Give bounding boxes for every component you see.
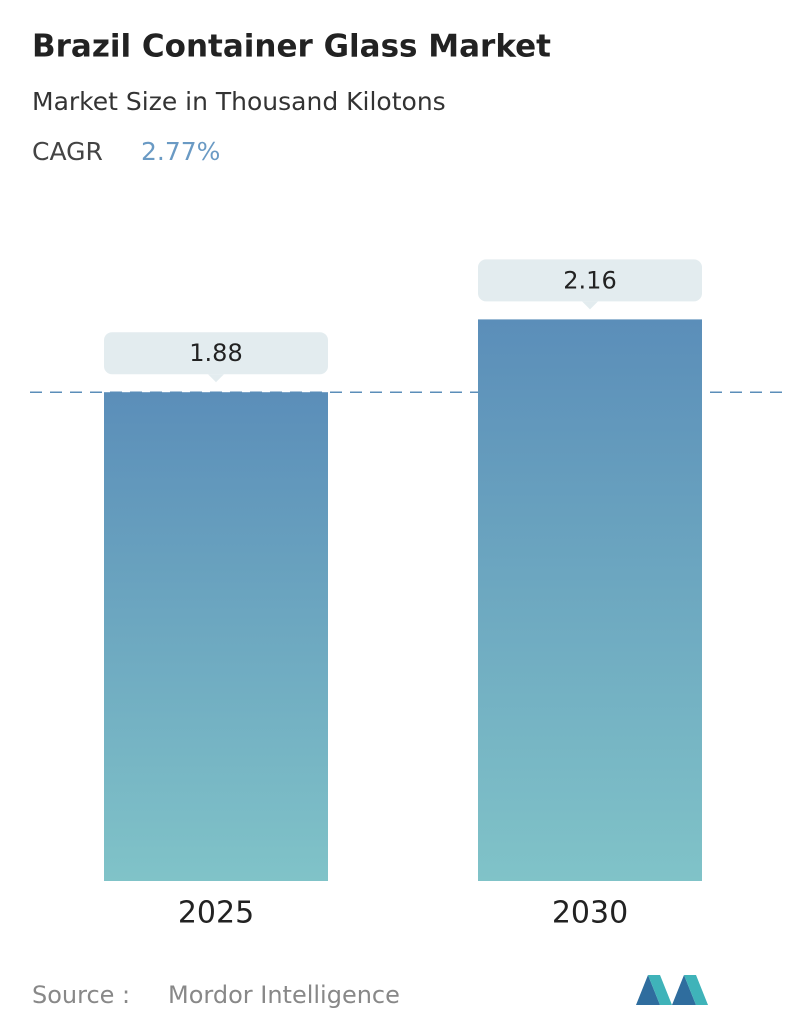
x-tick-label: 2025 [178, 896, 254, 931]
bar [104, 392, 328, 881]
value-label: 1.88 [189, 339, 242, 367]
chart-subtitle: Market Size in Thousand Kilotons [32, 87, 446, 116]
logo [636, 975, 708, 1005]
bar [478, 319, 702, 881]
label-pointer [582, 301, 598, 310]
label-box [478, 259, 702, 302]
x-tick-label: 2030 [552, 896, 628, 931]
chart-title: Brazil Container Glass Market [32, 29, 551, 65]
cagr-label: CAGR [32, 137, 103, 166]
label-box [104, 332, 328, 375]
source: Mordor Intelligence [168, 981, 400, 1009]
value-label: 2.16 [563, 266, 616, 294]
cagr-value: 2.77% [141, 137, 220, 166]
source-label: Source : [32, 981, 130, 1009]
label-pointer [208, 374, 224, 383]
